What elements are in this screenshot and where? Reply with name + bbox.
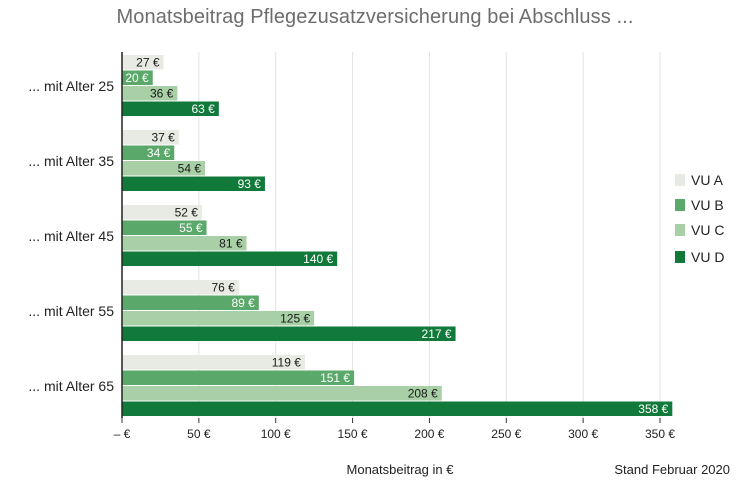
x-tick-label: 50 € [187,427,211,441]
bar [122,220,207,235]
bar-value-label: 27 € [136,56,160,70]
legend-label: VU D [691,249,724,265]
legend-swatch [675,199,685,211]
bar [122,70,153,85]
source-note: Stand Februar 2020 [614,462,730,477]
legend-swatch [675,224,685,236]
bar [122,205,202,220]
bar [122,176,265,191]
bar [122,86,178,101]
bar [122,236,247,251]
bar [122,101,219,116]
bar-value-label: 34 € [147,146,171,160]
bar [122,386,442,401]
x-tick-label: 150 € [338,427,368,441]
bar [122,401,673,416]
bar [122,130,179,145]
legend-swatch [675,251,685,263]
x-tick-label: 250 € [491,427,521,441]
x-axis-label: Monatsbeitrag in € [346,462,454,477]
bar-value-label: 140 € [303,252,333,266]
x-tick-label: – € [114,427,131,441]
bar-value-label: 81 € [219,237,243,251]
legend-label: VU A [691,172,724,188]
bar-value-label: 63 € [191,102,215,116]
bar-value-label: 151 € [320,371,350,385]
bar-value-label: 125 € [280,312,310,326]
bar-value-label: 93 € [238,177,262,191]
bar [122,311,315,326]
x-tick-label: 200 € [414,427,444,441]
legend-label: VU C [691,222,724,238]
bar-value-label: 119 € [272,356,301,370]
bar-value-label: 358 € [638,402,668,416]
bar-value-label: 89 € [231,296,255,310]
bar-value-label: 37 € [152,131,176,145]
bar-value-label: 217 € [422,327,452,341]
bar [122,326,456,341]
bar [122,370,355,385]
bar [122,280,239,295]
bar-value-label: 52 € [175,206,199,220]
category-label: ... mit Alter 35 [28,153,114,169]
x-tick-label: 350 € [645,427,675,441]
bar-value-label: 208 € [408,387,438,401]
category-label: ... mit Alter 45 [28,228,114,244]
bar [122,355,305,370]
category-label: ... mit Alter 25 [28,78,114,94]
bar-value-label: 76 € [211,281,235,295]
bar-value-label: 20 € [125,71,149,85]
legend-swatch [675,174,685,186]
x-tick-label: 100 € [261,427,291,441]
category-label: ... mit Alter 65 [28,378,114,394]
bar-value-label: 36 € [150,87,174,101]
bar [122,295,259,310]
bar [122,145,175,160]
bar-value-label: 55 € [179,221,203,235]
bar-value-label: 54 € [178,162,202,176]
legend-label: VU B [691,197,724,213]
bar [122,55,164,70]
chart-title: Monatsbeitrag Pflegezusatzversicherung b… [116,6,634,28]
x-tick-label: 300 € [568,427,598,441]
bar [122,251,338,266]
category-label: ... mit Alter 55 [28,303,114,319]
bar [122,161,206,176]
